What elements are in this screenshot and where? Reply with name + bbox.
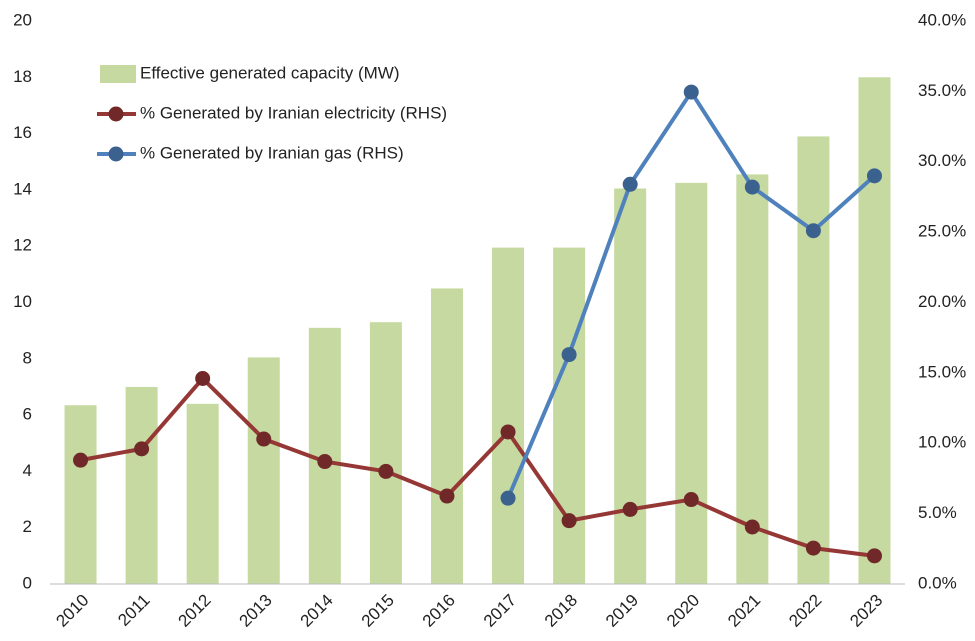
y2-tick-label: 15.0% (918, 362, 966, 381)
y-tick-label: 12 (13, 236, 32, 255)
bar (797, 136, 830, 585)
x-tick-label: 2011 (114, 591, 153, 630)
marker (439, 488, 455, 504)
marker (378, 463, 394, 479)
y2-tick-label: 20.0% (918, 292, 966, 311)
legend-marker (108, 106, 124, 122)
bar (553, 247, 586, 585)
marker (561, 513, 577, 529)
bar (492, 247, 525, 585)
legend-label: Effective generated capacity (MW) (140, 63, 400, 82)
legend-label: % Generated by Iranian gas (RHS) (140, 143, 404, 162)
x-tick-label: 2012 (174, 591, 214, 631)
x-tick-label: 2017 (480, 591, 520, 631)
y-tick-label: 4 (23, 461, 32, 480)
y2-tick-label: 40.0% (918, 10, 966, 29)
y-tick-label: 0 (23, 573, 32, 592)
x-tick-label: 2022 (785, 591, 825, 631)
y-tick-label: 16 (13, 123, 32, 142)
x-tick-label: 2023 (846, 591, 886, 631)
legend-marker (108, 146, 124, 162)
marker (622, 501, 638, 517)
marker (256, 431, 272, 447)
bar (858, 77, 891, 585)
y2-tick-label: 5.0% (918, 503, 957, 522)
bar (736, 174, 769, 585)
marker (561, 347, 577, 363)
y-tick-label: 18 (13, 67, 32, 86)
y-tick-label: 14 (13, 179, 32, 198)
marker (683, 84, 699, 100)
marker (73, 452, 89, 468)
bar (430, 288, 463, 584)
y2-tick-label: 10.0% (918, 433, 966, 452)
y-tick-label: 10 (13, 292, 32, 311)
y-tick-label: 6 (23, 405, 32, 424)
marker (744, 519, 760, 535)
legend-swatch (100, 65, 136, 83)
bar (247, 357, 280, 584)
line (80, 376, 875, 558)
x-tick-label: 2019 (602, 591, 642, 631)
bar (125, 386, 158, 584)
y-tick-label: 2 (23, 517, 32, 536)
marker (805, 223, 821, 239)
marker (317, 454, 333, 470)
bar (614, 188, 647, 584)
x-tick-label: 2014 (297, 591, 337, 631)
y2-tick-label: 30.0% (918, 151, 966, 170)
marker (622, 176, 638, 192)
bar (675, 182, 708, 585)
bar (186, 403, 219, 584)
x-tick-label: 2018 (541, 591, 581, 631)
bar (369, 322, 402, 584)
x-tick-label: 2010 (52, 591, 92, 631)
marker (195, 371, 211, 387)
legend-label: % Generated by Iranian electricity (RHS) (140, 103, 447, 122)
y-tick-label: 8 (23, 348, 32, 367)
marker (500, 490, 516, 506)
marker (866, 548, 882, 564)
x-tick-label: 2015 (358, 591, 398, 631)
marker (744, 179, 760, 195)
y2-tick-label: 35.0% (918, 81, 966, 100)
y2-tick-label: 25.0% (918, 222, 966, 241)
marker (683, 492, 699, 508)
x-tick-label: 2021 (724, 591, 764, 631)
x-tick-label: 2013 (236, 591, 276, 631)
marker (500, 424, 516, 440)
y2-tick-label: 0.0% (918, 573, 957, 592)
bar (64, 405, 97, 584)
x-tick-label: 2020 (663, 591, 703, 631)
x-tick-label: 2016 (419, 591, 459, 631)
marker (134, 441, 150, 457)
marker (866, 168, 882, 184)
y-tick-label: 20 (13, 10, 32, 29)
marker (805, 540, 821, 556)
